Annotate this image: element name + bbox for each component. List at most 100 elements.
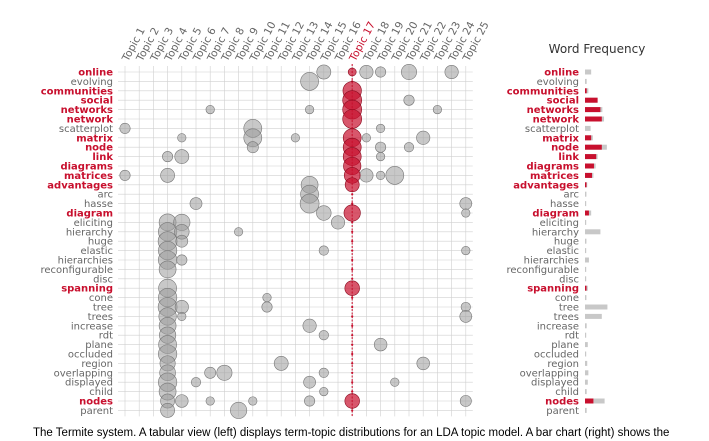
bubble-plane-topic-19[interactable] xyxy=(373,337,388,352)
wf-label-trees[interactable]: trees xyxy=(554,312,579,323)
bubble-evolving-topic-14[interactable] xyxy=(300,72,319,91)
term-label-hasse[interactable]: hasse xyxy=(84,199,113,210)
term-label-child[interactable]: child xyxy=(89,387,113,398)
selected-bubble-network[interactable] xyxy=(342,109,363,129)
term-label-increase[interactable]: increase xyxy=(71,321,113,332)
bubble-nodes-topic-5[interactable] xyxy=(175,394,189,408)
wf-label-disc[interactable]: disc xyxy=(559,274,579,285)
wf-label-link[interactable]: link xyxy=(558,152,579,163)
bubble-matrices-topic-18[interactable] xyxy=(359,168,374,183)
selected-bubble-advantages[interactable] xyxy=(344,177,360,193)
selected-bubble-spanning[interactable] xyxy=(344,280,360,296)
bubble-scatterplot-topic-1[interactable] xyxy=(119,122,131,134)
term-label-nodes[interactable]: nodes xyxy=(79,397,113,408)
bubble-networks-topic-23[interactable] xyxy=(432,105,442,115)
term-label-cone[interactable]: cone xyxy=(89,293,113,304)
bubble-elastic-topic-15[interactable] xyxy=(318,245,329,256)
term-label-overlapping[interactable]: overlapping xyxy=(54,368,113,379)
bubble-online-topic-19[interactable] xyxy=(375,66,387,78)
bubble-node-topic-19[interactable] xyxy=(375,141,387,153)
term-label-network[interactable]: network xyxy=(67,115,114,126)
bubble-overlapping-topic-15[interactable] xyxy=(318,367,329,378)
bubble-node-topic-10[interactable] xyxy=(246,141,259,154)
bubble-nodes-topic-14[interactable] xyxy=(304,395,316,407)
wf-label-advantages[interactable]: advantages xyxy=(513,180,579,191)
bubble-social-topic-21[interactable] xyxy=(403,94,415,106)
wf-label-networks[interactable]: networks xyxy=(527,105,579,116)
wf-label-spanning[interactable]: spanning xyxy=(527,284,579,295)
wf-label-arc[interactable]: arc xyxy=(563,190,579,201)
bubble-matrices-topic-1[interactable] xyxy=(119,169,131,181)
term-label-diagrams[interactable]: diagrams xyxy=(60,162,113,173)
bubble-parent-topic-9[interactable] xyxy=(230,401,248,419)
bubble-diagram-topic-15[interactable] xyxy=(316,205,332,221)
wf-label-diagrams[interactable]: diagrams xyxy=(526,162,579,173)
bubble-region-topic-22[interactable] xyxy=(416,356,430,371)
term-label-huge[interactable]: huge xyxy=(88,237,113,248)
wf-label-increase[interactable]: increase xyxy=(537,321,579,332)
bubble-online-topic-21[interactable] xyxy=(401,64,417,80)
bubble-nodes-topic-7[interactable] xyxy=(205,396,215,406)
term-label-parent[interactable]: parent xyxy=(80,406,113,417)
bubble-matrices-topic-20[interactable] xyxy=(385,166,405,185)
bubble-matrix-topic-18[interactable] xyxy=(361,133,371,143)
term-label-trees[interactable]: trees xyxy=(88,312,113,323)
bubble-tree-topic-11[interactable] xyxy=(261,301,273,313)
term-label-rdt[interactable]: rdt xyxy=(99,331,113,342)
bubble-child-topic-15[interactable] xyxy=(319,387,329,397)
bubble-networks-topic-14[interactable] xyxy=(305,105,315,115)
wf-label-nodes[interactable]: nodes xyxy=(545,397,579,408)
term-label-eliciting[interactable]: eliciting xyxy=(74,218,113,229)
bubble-reconfigurable-topic-4[interactable] xyxy=(158,260,177,279)
wf-label-scatterplot[interactable]: scatterplot xyxy=(525,124,579,135)
wf-label-communities[interactable]: communities xyxy=(507,86,579,97)
wf-label-region[interactable]: region xyxy=(547,359,579,370)
term-label-social[interactable]: social xyxy=(81,96,113,107)
selected-bubble-nodes[interactable] xyxy=(344,393,360,409)
term-label-evolving[interactable]: evolving xyxy=(71,77,113,88)
bubble-hasse-topic-14[interactable] xyxy=(299,193,320,214)
term-label-plane[interactable]: plane xyxy=(85,340,113,351)
term-label-matrix[interactable]: matrix xyxy=(76,133,113,144)
wf-label-tree[interactable]: tree xyxy=(559,303,579,314)
wf-label-occluded[interactable]: occluded xyxy=(534,350,579,361)
wf-label-overlapping[interactable]: overlapping xyxy=(520,368,579,379)
wf-label-social[interactable]: social xyxy=(547,96,579,107)
bubble-rdt-topic-15[interactable] xyxy=(318,330,329,341)
bubble-nodes-topic-25[interactable] xyxy=(459,395,472,407)
bubble-matrix-topic-22[interactable] xyxy=(416,130,431,145)
wf-label-online[interactable]: online xyxy=(544,68,579,79)
term-label-online[interactable]: online xyxy=(78,68,113,79)
term-label-displayed[interactable]: displayed xyxy=(65,378,113,389)
wf-label-hierarchy[interactable]: hierarchy xyxy=(532,227,579,238)
bubble-online-topic-24[interactable] xyxy=(444,64,459,80)
wf-label-hierarchies[interactable]: hierarchies xyxy=(524,256,579,267)
bubble-displayed-topic-6[interactable] xyxy=(190,377,202,388)
wf-label-evolving[interactable]: evolving xyxy=(537,77,579,88)
wf-label-plane[interactable]: plane xyxy=(551,340,579,351)
term-label-link[interactable]: link xyxy=(92,152,113,163)
bubble-hierarchy-topic-9[interactable] xyxy=(234,227,244,237)
bubble-matrix-topic-5[interactable] xyxy=(177,133,187,143)
bubble-link-topic-19[interactable] xyxy=(376,152,386,162)
term-label-networks[interactable]: networks xyxy=(61,105,113,116)
bubble-increase-topic-14[interactable] xyxy=(302,318,317,333)
bubble-elastic-topic-25[interactable] xyxy=(461,246,471,256)
wf-label-node[interactable]: node xyxy=(551,143,579,154)
wf-label-huge[interactable]: huge xyxy=(554,237,579,248)
term-label-spanning[interactable]: spanning xyxy=(61,284,113,295)
bubble-diagram-topic-25[interactable] xyxy=(461,208,471,218)
bubble-hasse-topic-6[interactable] xyxy=(189,197,203,210)
wf-label-matrix[interactable]: matrix xyxy=(542,133,579,144)
bubble-networks-topic-7[interactable] xyxy=(205,105,215,115)
bubble-hierarchies-topic-5[interactable] xyxy=(176,254,188,266)
wf-label-matrices[interactable]: matrices xyxy=(530,171,579,182)
bubble-nodes-topic-10[interactable] xyxy=(248,396,258,406)
wf-label-reconfigurable[interactable]: reconfigurable xyxy=(507,265,580,276)
term-label-communities[interactable]: communities xyxy=(41,86,113,97)
term-label-arc[interactable]: arc xyxy=(97,190,113,201)
bubble-hasse-topic-25[interactable] xyxy=(459,197,473,210)
bubble-tree-topic-5[interactable] xyxy=(174,299,189,315)
bubble-overlapping-topic-8[interactable] xyxy=(216,364,233,381)
wf-label-cone[interactable]: cone xyxy=(555,293,579,304)
